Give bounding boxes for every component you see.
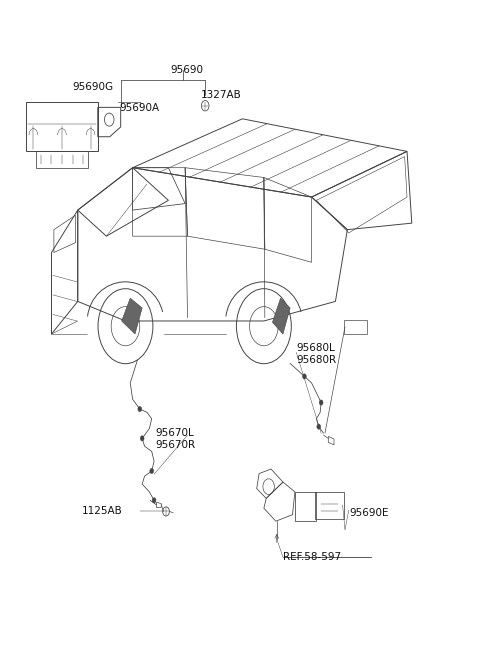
Circle shape [150,468,154,474]
Circle shape [319,400,323,405]
Text: 95690G: 95690G [72,83,113,92]
Text: 1327AB: 1327AB [201,90,241,100]
Text: 95690E: 95690E [350,508,389,517]
Text: 95670L: 95670L [155,428,194,438]
Text: REF.58-597: REF.58-597 [283,552,341,562]
Circle shape [152,498,156,503]
Circle shape [138,406,142,411]
Circle shape [140,436,144,441]
Polygon shape [121,298,142,334]
Circle shape [317,424,321,429]
Text: 95680L: 95680L [296,343,335,353]
Text: 95690: 95690 [171,65,204,75]
Text: 1125AB: 1125AB [82,506,122,516]
Text: 95670R: 95670R [155,440,195,450]
Circle shape [302,374,306,379]
Text: 95690A: 95690A [120,103,160,113]
Text: 95680R: 95680R [296,355,336,365]
Polygon shape [273,298,290,334]
